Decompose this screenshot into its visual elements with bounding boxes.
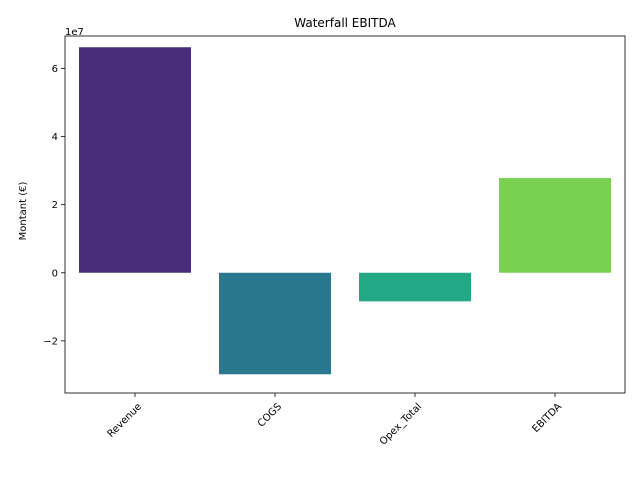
x-ticks-group: Revenue COGS Opex_Total EBITDA bbox=[106, 393, 564, 448]
x-tick-label: Revenue bbox=[106, 401, 145, 440]
y-axis-label: Montant (€) bbox=[18, 182, 29, 241]
y-tick-label: 2 bbox=[52, 200, 58, 211]
bar-cogs bbox=[219, 272, 331, 375]
y-tick-label: 4 bbox=[52, 132, 58, 143]
bar-revenue bbox=[79, 47, 191, 273]
bars-group bbox=[79, 47, 611, 375]
y-ticks-group: −2 0 2 4 6 bbox=[43, 64, 65, 347]
axes-frame bbox=[64, 35, 626, 394]
plot-frame bbox=[64, 35, 626, 394]
y-axis-offset-label: 1e7 bbox=[65, 27, 84, 38]
x-tick-label: COGS bbox=[256, 401, 284, 429]
y-tick-label: 6 bbox=[52, 64, 58, 75]
x-tick-label: EBITDA bbox=[530, 401, 564, 435]
x-tick-label: Opex_Total bbox=[378, 401, 424, 447]
chart-title: Waterfall EBITDA bbox=[294, 16, 396, 30]
bar-opex-total bbox=[359, 272, 471, 302]
bar-ebitda bbox=[499, 178, 611, 273]
y-tick-label: −2 bbox=[43, 336, 58, 347]
y-tick-label: 0 bbox=[52, 268, 58, 279]
